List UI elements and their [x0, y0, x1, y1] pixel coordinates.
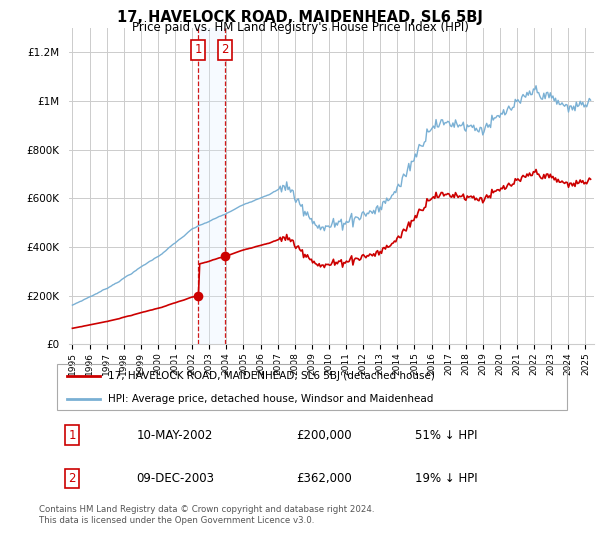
Text: 1: 1: [68, 429, 76, 442]
Text: 17, HAVELOCK ROAD, MAIDENHEAD, SL6 5BJ: 17, HAVELOCK ROAD, MAIDENHEAD, SL6 5BJ: [117, 10, 483, 25]
Text: 10-MAY-2002: 10-MAY-2002: [137, 429, 213, 442]
Text: HPI: Average price, detached house, Windsor and Maidenhead: HPI: Average price, detached house, Wind…: [108, 394, 434, 404]
Bar: [198, 28, 225, 344]
Text: Contains HM Land Registry data © Crown copyright and database right 2024.
This d: Contains HM Land Registry data © Crown c…: [39, 505, 374, 525]
Text: 2: 2: [221, 44, 229, 57]
Text: 1: 1: [194, 44, 202, 57]
Text: 17, HAVELOCK ROAD, MAIDENHEAD, SL6 5BJ (detached house): 17, HAVELOCK ROAD, MAIDENHEAD, SL6 5BJ (…: [108, 371, 435, 381]
Text: £362,000: £362,000: [296, 472, 352, 485]
Text: 2: 2: [68, 472, 76, 485]
Text: 09-DEC-2003: 09-DEC-2003: [137, 472, 215, 485]
Text: 19% ↓ HPI: 19% ↓ HPI: [415, 472, 478, 485]
Text: £200,000: £200,000: [296, 429, 352, 442]
Text: Price paid vs. HM Land Registry's House Price Index (HPI): Price paid vs. HM Land Registry's House …: [131, 21, 469, 34]
Text: 51% ↓ HPI: 51% ↓ HPI: [415, 429, 478, 442]
